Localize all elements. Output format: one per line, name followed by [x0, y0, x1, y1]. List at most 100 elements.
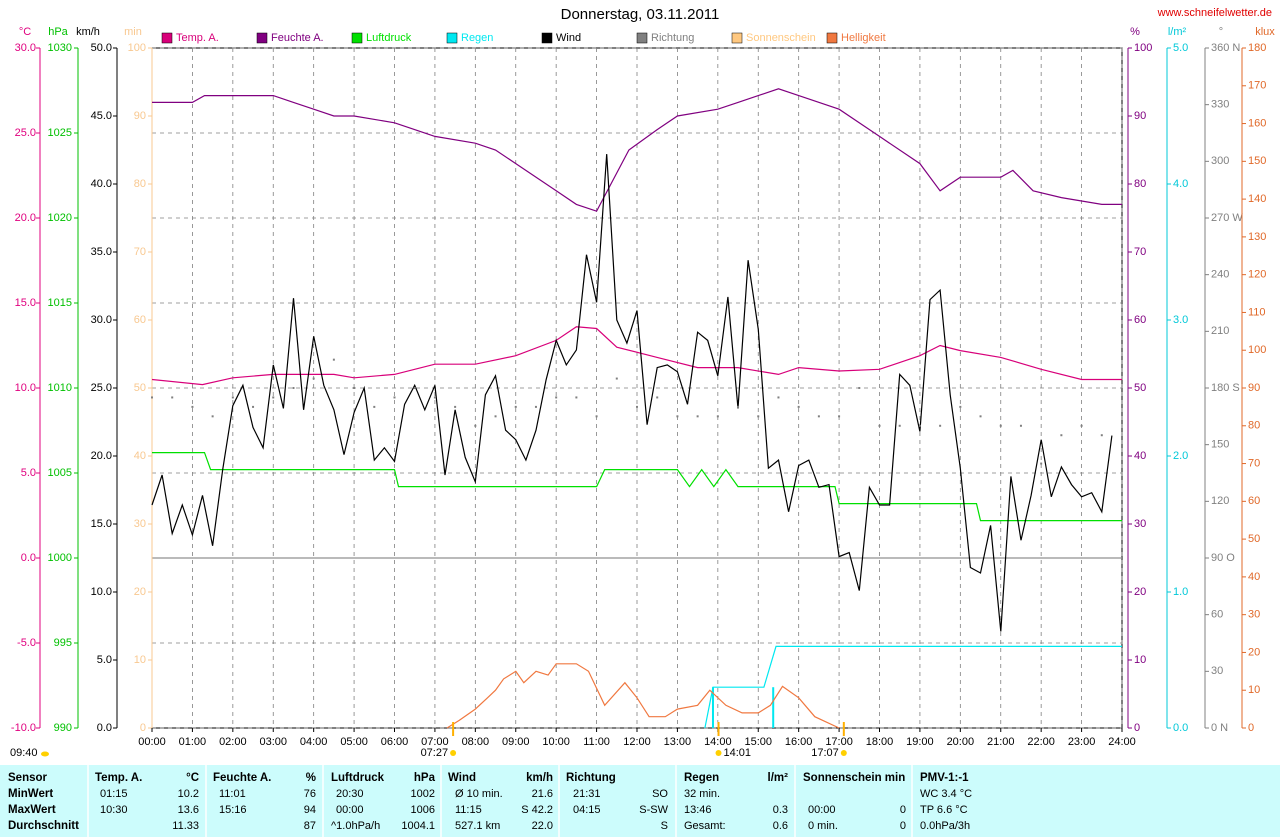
x-tick-label: 07:00	[421, 736, 449, 748]
y-tick-label: 100	[1248, 344, 1266, 356]
y-tick-label: 40	[134, 450, 146, 462]
table-cell: 21.6	[532, 788, 553, 800]
x-tick-label: 08:00	[462, 736, 490, 748]
site-url: www.schneifelwetter.de	[1157, 7, 1272, 19]
direction-dot	[413, 387, 416, 389]
y-tick-label: 150	[1211, 439, 1229, 451]
y-tick-label: 995	[54, 637, 72, 649]
y-tick-label: 2.0	[1173, 450, 1188, 462]
y-tick-label: 180	[1248, 42, 1266, 54]
x-tick-label: 01:00	[179, 736, 207, 748]
direction-dot	[474, 424, 477, 427]
direction-dot	[312, 377, 315, 380]
table-header: Regen	[684, 772, 719, 784]
table-header: l/m²	[768, 772, 789, 784]
table-cell: 10:30	[100, 804, 128, 816]
x-tick-label: 09:00	[502, 736, 530, 748]
legend-label: Feuchte A.	[271, 32, 324, 44]
table-cell: 0	[900, 820, 906, 832]
table-cell: 527.1 km	[455, 820, 500, 832]
y-tick-label: 100	[1134, 42, 1152, 54]
y-tick-label: 15.0	[15, 297, 36, 309]
direction-dot	[737, 405, 740, 408]
direction-dot	[231, 396, 234, 399]
direction-dot	[1060, 434, 1063, 437]
y-tick-label: 0.0	[1173, 722, 1188, 734]
x-tick-label: 00:00	[138, 736, 166, 748]
table-header: hPa	[414, 772, 436, 784]
y-tick-label: 60	[1134, 314, 1146, 326]
series-line	[151, 154, 1113, 632]
legend-swatch	[351, 32, 363, 44]
table-cell: 0.3	[773, 804, 788, 816]
y-tick-label: 90	[134, 110, 146, 122]
y-tick-label: 0.0	[21, 552, 36, 564]
direction-dot	[1080, 424, 1083, 427]
y-tick-label: 20.0	[15, 212, 36, 224]
table-cell: 04:15	[573, 804, 601, 816]
table-cell: TP 6.6 °C	[920, 804, 968, 816]
y-tick-label: 1020	[48, 212, 72, 224]
y-tick-label: 1030	[48, 42, 72, 54]
x-tick-label: 14:00	[704, 736, 732, 748]
direction-dot	[838, 415, 841, 418]
y-tick-label: 30.0	[15, 42, 36, 54]
table-cell: WC 3.4 °C	[920, 788, 972, 800]
y-tick-label: 10.0	[91, 586, 112, 598]
x-tick-label: 11:00	[583, 736, 610, 748]
y-tick-label: 40.0	[91, 178, 112, 190]
direction-dot	[1040, 462, 1043, 465]
direction-dot	[696, 415, 699, 418]
y-tick-label: 40	[1134, 450, 1146, 462]
axis-title: l/m²	[1168, 26, 1187, 38]
axis-title: hPa	[48, 26, 68, 38]
y-tick-label: 80	[1134, 178, 1146, 190]
y-tick-label: 0.0	[97, 722, 112, 734]
direction-dot	[292, 387, 295, 389]
direction-dot	[898, 424, 901, 427]
table-cell: 32 min.	[684, 788, 720, 800]
direction-dot	[534, 405, 537, 408]
table-header: Sensor	[8, 772, 48, 784]
direction-dot	[999, 424, 1002, 427]
table-header: PMV-1:-1	[920, 772, 969, 784]
y-tick-label: 130	[1248, 231, 1266, 243]
y-tick-label: 10	[1248, 684, 1260, 696]
table-cell: 00:00	[808, 804, 836, 816]
y-tick-label: 300	[1211, 155, 1229, 167]
table-cell: 15:16	[219, 804, 247, 816]
series-line	[704, 645, 1122, 729]
y-tick-label: 0	[1134, 722, 1140, 734]
y-tick-label: 20	[1248, 646, 1260, 658]
direction-dot	[959, 405, 962, 408]
y-tick-label: 60	[1248, 495, 1260, 507]
y-tick-label: 15.0	[91, 518, 112, 530]
y-tick-label: 10.0	[15, 382, 36, 394]
table-cell: 21:31	[573, 788, 601, 800]
y-tick-label: 25.0	[91, 382, 112, 394]
direction-dot	[757, 415, 760, 418]
direction-dot	[332, 358, 335, 361]
legend-swatch	[731, 32, 743, 44]
direction-dot	[555, 396, 558, 399]
table-cell: S	[661, 820, 668, 832]
table-header: Feuchte A.	[213, 772, 271, 784]
legend-label: Regen	[461, 32, 493, 44]
y-tick-label: 25.0	[15, 127, 36, 139]
axis-title: °C	[19, 26, 31, 38]
y-tick-label: 0	[140, 722, 146, 734]
y-tick-label: 240	[1211, 269, 1229, 281]
direction-dot	[636, 405, 638, 408]
legend-swatch	[636, 32, 648, 44]
direction-dot	[1019, 424, 1022, 427]
table-cell: 0	[900, 804, 906, 816]
y-tick-label: 30.0	[91, 314, 112, 326]
x-tick-label: 15:00	[744, 736, 772, 748]
direction-dot	[979, 415, 982, 418]
table-header: %	[306, 772, 316, 784]
y-tick-label: 35.0	[91, 246, 112, 258]
y-tick-label: 110	[1248, 306, 1266, 318]
y-tick-label: 80	[134, 178, 146, 190]
direction-dot	[817, 415, 820, 418]
direction-dot	[191, 405, 194, 408]
